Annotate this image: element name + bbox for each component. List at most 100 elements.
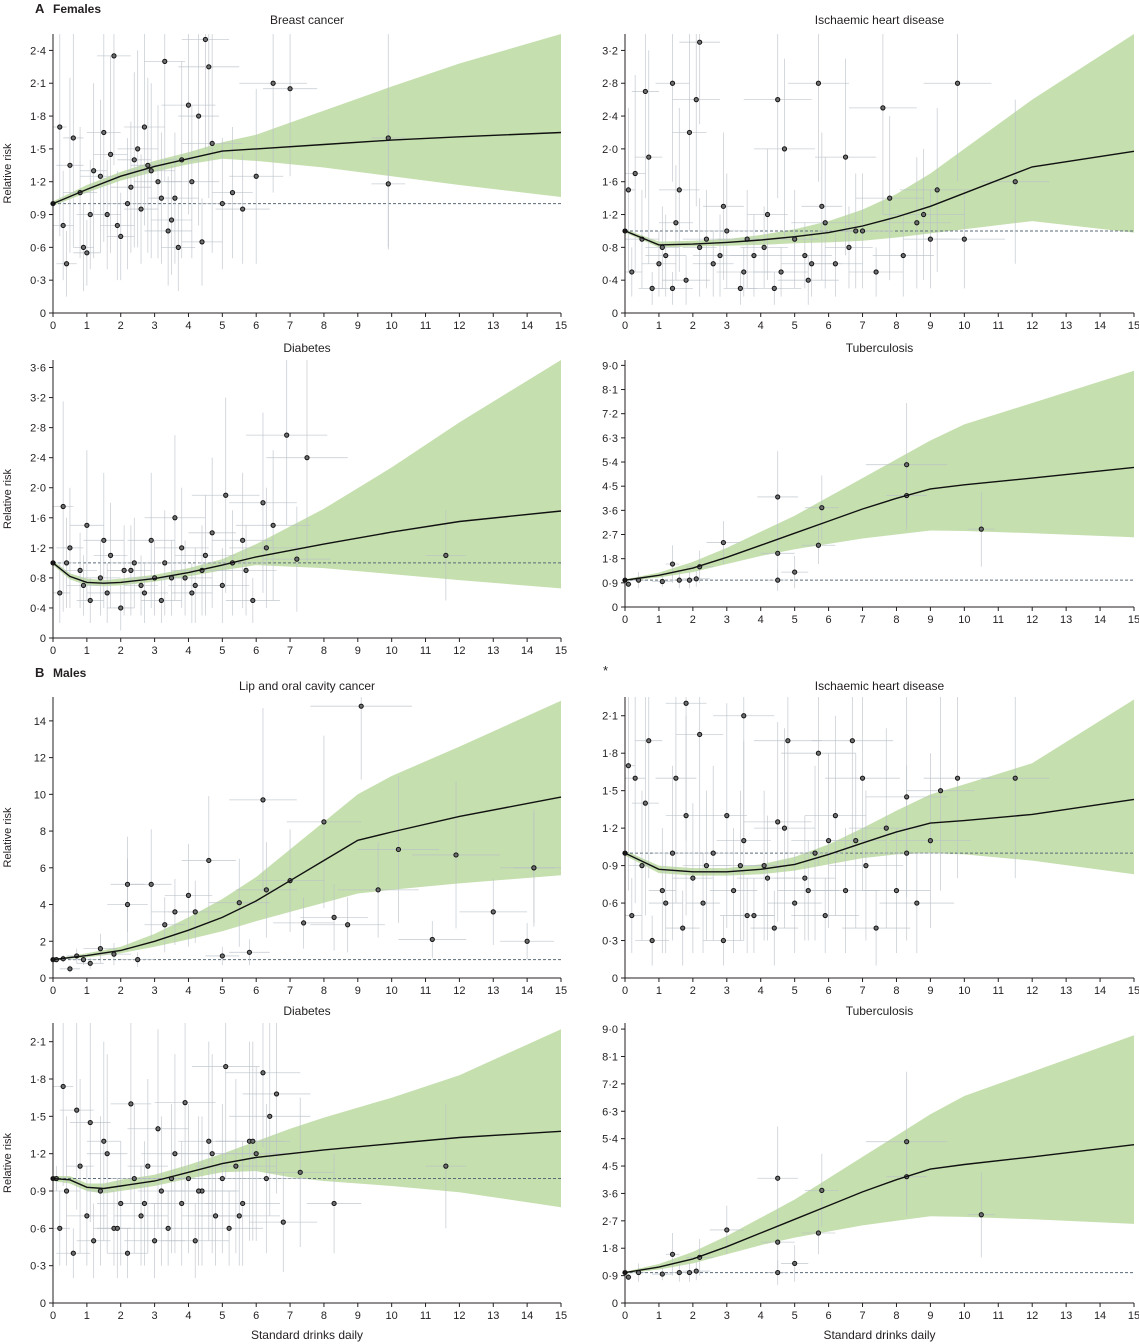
data-point xyxy=(297,1169,303,1175)
y-tick-label: 0·9 xyxy=(602,861,618,873)
data-point xyxy=(101,129,107,136)
data-point xyxy=(853,838,859,844)
x-tick-label: 13 xyxy=(1060,614,1072,626)
data-point xyxy=(832,261,838,267)
chart-title: Tuberculosis xyxy=(846,1004,914,1018)
data-point xyxy=(206,1138,212,1144)
data-point xyxy=(148,537,154,543)
data-point xyxy=(91,1238,97,1244)
data-point xyxy=(253,173,259,179)
data-point xyxy=(97,946,104,952)
data-point xyxy=(358,703,364,709)
data-point xyxy=(792,236,798,242)
dose-response-curve xyxy=(52,510,562,584)
data-point xyxy=(253,1151,259,1157)
data-point xyxy=(1012,179,1018,185)
data-point xyxy=(744,912,750,919)
data-point xyxy=(124,881,131,887)
y-tick-label: 14 xyxy=(34,716,46,728)
x-tick-label: 2 xyxy=(690,320,696,332)
x-axis-label: Standard drinks daily xyxy=(823,1328,935,1342)
data-point xyxy=(686,129,693,136)
data-point xyxy=(659,244,665,250)
y-tick-label: 1·5 xyxy=(602,786,618,798)
data-point xyxy=(904,794,910,800)
data-point xyxy=(887,195,893,201)
data-point xyxy=(730,887,737,894)
y-tick-label: 1·2 xyxy=(602,210,618,222)
data-point xyxy=(158,597,164,604)
x-tick-label: 14 xyxy=(521,985,533,997)
x-tick-label: 1 xyxy=(656,614,662,626)
data-point xyxy=(693,97,699,103)
chart-title: Diabetes xyxy=(283,1004,330,1018)
data-point xyxy=(284,432,290,438)
x-tick-label: 0 xyxy=(50,320,56,332)
y-tick-label: 0 xyxy=(612,973,618,985)
data-point xyxy=(121,567,127,573)
data-point xyxy=(863,863,869,869)
data-point xyxy=(202,36,208,43)
data-point xyxy=(395,846,402,853)
data-point xyxy=(172,909,178,915)
y-tick-label: 3·2 xyxy=(30,393,46,405)
data-point xyxy=(524,938,530,944)
data-point xyxy=(880,105,886,111)
data-point xyxy=(385,135,391,141)
x-tick-label: 9 xyxy=(355,645,361,657)
data-point xyxy=(710,850,716,856)
data-point xyxy=(859,775,866,781)
confidence-band xyxy=(625,1035,1134,1274)
x-tick-label: 7 xyxy=(859,1310,865,1322)
x-tick-label: 13 xyxy=(487,320,499,332)
data-point xyxy=(209,530,215,536)
data-point xyxy=(663,252,669,259)
data-point xyxy=(659,1271,665,1277)
y-tick-label: 2·8 xyxy=(30,423,46,435)
data-point xyxy=(673,220,679,226)
data-point xyxy=(155,179,161,185)
y-tick-label: 2·0 xyxy=(30,483,46,495)
data-point xyxy=(686,1269,693,1276)
data-point xyxy=(819,1187,825,1193)
data-point xyxy=(683,277,689,283)
data-point xyxy=(680,925,686,931)
data-point xyxy=(270,522,276,528)
data-point xyxy=(182,1100,188,1106)
data-point xyxy=(104,590,110,596)
data-point xyxy=(124,901,131,908)
x-tick-label: 15 xyxy=(555,1310,567,1322)
x-tick-label: 0 xyxy=(622,985,628,997)
data-point xyxy=(179,545,185,551)
chart-panel-3: 00·91·82·73·64·55·46·37·28·19·00 1 2 3 4 5 6 7 8… xyxy=(602,341,1139,626)
data-point xyxy=(649,937,655,944)
data-point xyxy=(764,875,771,881)
data-point xyxy=(185,892,192,898)
x-tick-label: 13 xyxy=(487,1310,499,1322)
x-tick-label: 6 xyxy=(253,645,259,657)
data-point xyxy=(761,863,767,869)
data-point xyxy=(842,154,849,160)
y-tick-label: 0 xyxy=(612,308,618,320)
data-point xyxy=(196,113,202,119)
data-point xyxy=(219,200,225,207)
x-tick-label: 12 xyxy=(1026,985,1038,997)
data-point xyxy=(240,1200,246,1207)
section-b-letter: B xyxy=(35,665,44,680)
data-point xyxy=(199,239,205,245)
data-point xyxy=(927,236,934,242)
y-tick-label: 0 xyxy=(40,633,46,645)
data-point xyxy=(815,80,822,86)
data-point xyxy=(84,250,90,256)
y-tick-label: 2·8 xyxy=(602,78,618,90)
y-axis-label: Relative risk xyxy=(2,1133,14,1193)
data-point xyxy=(751,912,757,919)
data-point xyxy=(97,575,104,581)
y-tick-label: 8 xyxy=(40,826,46,838)
data-point xyxy=(67,545,73,551)
data-point xyxy=(697,731,703,738)
x-tick-label: 2 xyxy=(118,320,124,332)
data-point xyxy=(331,1200,337,1207)
x-tick-label: 6 xyxy=(826,1310,832,1322)
